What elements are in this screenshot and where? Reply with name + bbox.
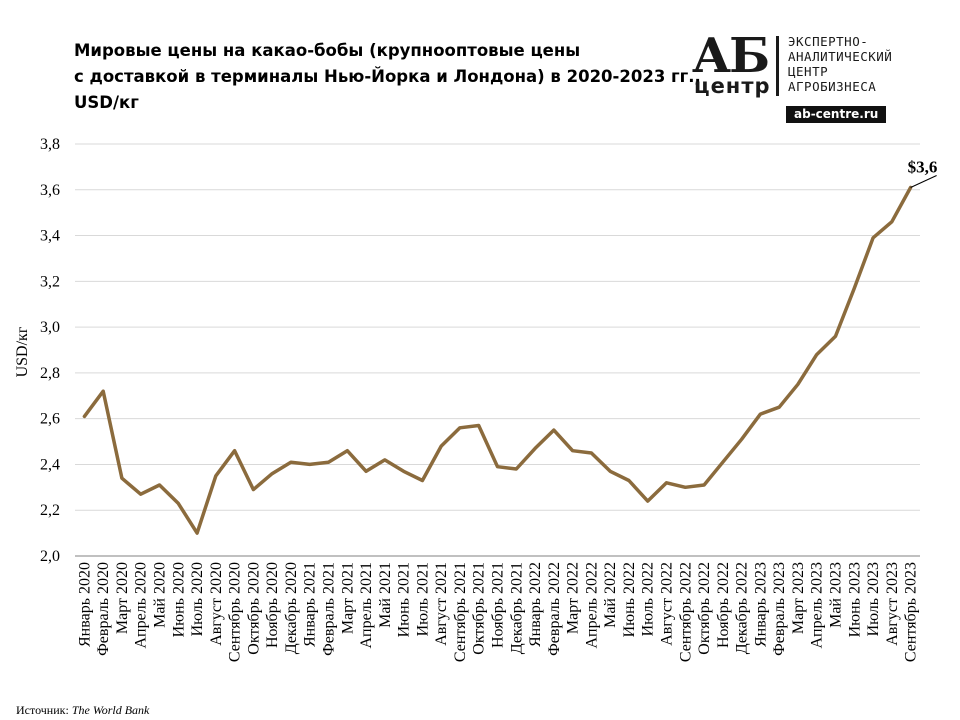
x-tick-label: Июль 2020 bbox=[189, 562, 206, 636]
logo-line-4: АГРОБИЗНЕСА bbox=[788, 79, 877, 94]
x-tick-label: Февраль 2022 bbox=[546, 562, 563, 656]
y-tick-label: 2,8 bbox=[40, 365, 60, 382]
x-tick-label: Май 2023 bbox=[828, 562, 845, 628]
y-tick-label: 2,2 bbox=[40, 502, 60, 519]
logo-divider bbox=[776, 36, 779, 96]
x-tick-label: Март 2020 bbox=[114, 562, 131, 634]
x-tick-label: Январь 2022 bbox=[527, 562, 544, 647]
x-tick-label: Март 2023 bbox=[790, 562, 807, 634]
chart-gridlines bbox=[75, 143, 920, 511]
y-tick-label: 3,0 bbox=[40, 319, 60, 336]
x-tick-label: Февраль 2021 bbox=[321, 562, 338, 656]
x-tick-label: Январь 2021 bbox=[302, 562, 319, 647]
chart-title-line-2: с доставкой в терминалы Нью-Йорка и Лонд… bbox=[74, 67, 701, 86]
chart-title-line-1: Мировые цены на какао-бобы (крупнооптовы… bbox=[74, 41, 581, 60]
chart-title-line-3: USD/кг bbox=[74, 93, 139, 112]
x-tick-label: Май 2020 bbox=[152, 562, 169, 628]
x-tick-label: Июль 2023 bbox=[865, 562, 882, 636]
x-tick-label: Ноябрь 2020 bbox=[264, 562, 281, 648]
y-axis-label: USD/кг bbox=[14, 326, 31, 377]
x-tick-label: Январь 2023 bbox=[752, 562, 769, 647]
source-name: The World Bank bbox=[71, 703, 150, 717]
x-tick-label: Январь 2020 bbox=[76, 562, 93, 647]
x-tick-label: Сентябрь 2020 bbox=[227, 562, 244, 662]
x-tick-label: Сентябрь 2021 bbox=[452, 562, 469, 662]
chart-title: Мировые цены на какао-бобы (крупнооптовы… bbox=[74, 38, 701, 116]
x-tick-label: Декабрь 2020 bbox=[283, 562, 300, 654]
x-tick-label: Сентябрь 2022 bbox=[677, 562, 694, 662]
x-tick-label: Октябрь 2020 bbox=[245, 562, 262, 655]
x-tick-label: Ноябрь 2022 bbox=[715, 562, 732, 648]
x-tick-label: Октябрь 2022 bbox=[696, 562, 713, 655]
x-tick-label: Октябрь 2021 bbox=[471, 562, 488, 655]
logo-line-3: ЦЕНТР bbox=[788, 64, 829, 79]
x-tick-label: Август 2022 bbox=[659, 562, 676, 646]
y-tick-label: 2,4 bbox=[40, 456, 60, 473]
x-tick-label: Август 2021 bbox=[433, 562, 450, 646]
x-tick-label: Апрель 2021 bbox=[358, 562, 375, 649]
x-tick-label: Май 2021 bbox=[377, 562, 394, 628]
ab-centre-logo: АБ центр ЭКСПЕРТНО- АНАЛИТИЧЕСКИЙ ЦЕНТР … bbox=[692, 28, 942, 124]
x-tick-label: Июль 2022 bbox=[640, 562, 657, 636]
x-tick-label: Август 2023 bbox=[884, 562, 901, 646]
annotation-label: $3,6 bbox=[908, 157, 938, 176]
x-tick-label: Апрель 2023 bbox=[809, 562, 826, 649]
logo-line-1: ЭКСПЕРТНО- bbox=[788, 34, 869, 49]
x-tick-label: Март 2021 bbox=[339, 562, 356, 634]
y-tick-label: 3,4 bbox=[40, 228, 60, 245]
y-axis-ticks: 2,0 2,2 2,4 2,6 2,8 3,0 3,2 3,4 3,6 3,8 bbox=[40, 136, 60, 565]
logo-text-block: ЭКСПЕРТНО- АНАЛИТИЧЕСКИЙ ЦЕНТР АГРОБИЗНЕ… bbox=[788, 34, 892, 94]
source-note: Источник: The World Bank bbox=[16, 703, 149, 718]
x-tick-label: Декабрь 2022 bbox=[734, 562, 751, 654]
x-tick-label: Сентябрь 2023 bbox=[903, 562, 920, 662]
y-tick-label: 2,6 bbox=[40, 411, 60, 428]
logo-ab-letters: АБ bbox=[692, 28, 770, 84]
y-tick-label: 3,2 bbox=[40, 273, 60, 290]
x-tick-label: Май 2022 bbox=[602, 562, 619, 628]
logo-website: ab-centre.ru bbox=[786, 106, 887, 123]
x-tick-label: Июнь 2022 bbox=[621, 562, 638, 637]
x-tick-label: Июнь 2023 bbox=[846, 562, 863, 637]
y-tick-label: 2,0 bbox=[40, 548, 60, 565]
x-axis-ticks: Январь 2020 Февраль 2020 Март 2020 Апрель 2… bbox=[76, 562, 919, 662]
x-tick-label: Апрель 2022 bbox=[583, 562, 600, 649]
y-tick-label: 3,6 bbox=[40, 182, 60, 199]
x-tick-label: Апрель 2020 bbox=[133, 562, 150, 649]
annotation-leader-line bbox=[910, 175, 937, 188]
x-tick-label: Февраль 2020 bbox=[95, 562, 112, 656]
x-tick-label: Июнь 2021 bbox=[396, 562, 413, 637]
x-tick-label: Июль 2021 bbox=[414, 562, 431, 636]
x-tick-label: Декабрь 2021 bbox=[508, 562, 525, 654]
x-tick-label: Февраль 2023 bbox=[771, 562, 788, 656]
logo-line-2: АНАЛИТИЧЕСКИЙ bbox=[788, 49, 893, 64]
y-tick-label: 3,8 bbox=[40, 136, 60, 153]
x-tick-label: Ноябрь 2021 bbox=[490, 562, 507, 648]
source-label: Источник: bbox=[16, 703, 69, 717]
logo-centre-word: центр bbox=[694, 74, 771, 98]
x-tick-label: Март 2022 bbox=[565, 562, 582, 634]
x-tick-label: Август 2020 bbox=[208, 562, 225, 646]
price-series-line bbox=[82, 185, 913, 535]
x-tick-label: Июнь 2020 bbox=[170, 562, 187, 637]
